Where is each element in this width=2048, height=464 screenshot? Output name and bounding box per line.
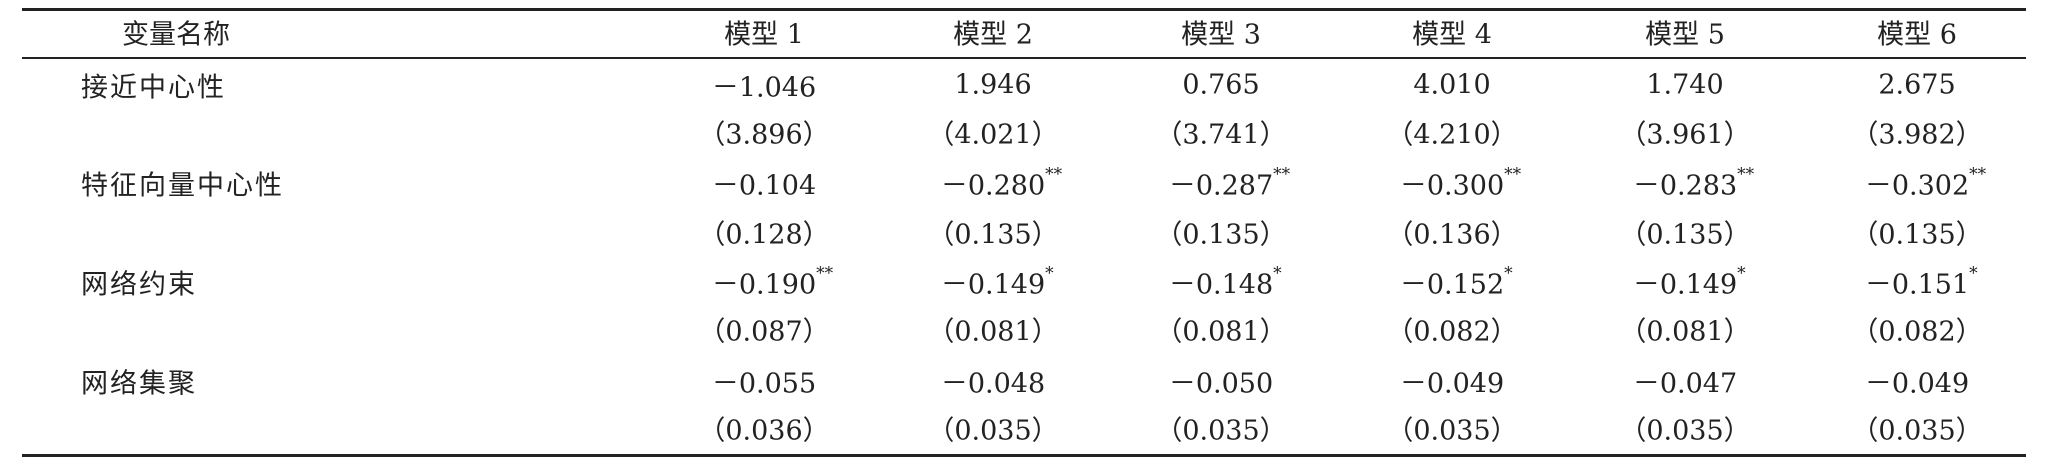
table-cell: （4.021） [927,119,1059,151]
table-cell: －0.149 * [940,263,1054,302]
cell-value: －0.287 ** [1168,164,1291,202]
table-cell: （0.082） [1386,316,1518,348]
table-cell: －0.302 ** [1864,164,1987,203]
table-cell: （3.896） [698,119,830,151]
cell-value: －0.190 ** [711,263,834,301]
header-rule [22,57,2026,59]
significance-stars: ** [816,263,834,284]
table-cell: （4.210） [1386,119,1518,151]
table-cell: （0.036） [698,415,830,447]
cell-value: －0.148 * [1168,263,1282,301]
column-header: 模型 4 [1412,19,1492,51]
table-cell: －0.287 ** [1168,164,1291,203]
row-label: 接近中心性 [81,72,226,104]
cell-value: －0.280 ** [940,164,1063,202]
table-cell: －0.280 ** [940,164,1063,203]
table-cell: （0.081） [1155,316,1287,348]
table-cell: （0.035） [1851,415,1983,447]
significance-stars: * [1504,263,1513,284]
table-cell: 1.946 [954,69,1032,101]
significance-stars: ** [1273,164,1291,185]
bottom-rule [22,454,2026,457]
table-cell: （3.741） [1155,119,1287,151]
significance-stars: * [1045,263,1054,284]
table-cell: （0.087） [698,316,830,348]
table-cell: －0.049 [1399,368,1505,400]
table-cell: （0.136） [1386,219,1518,251]
row-label: 网络约束 [81,269,197,301]
table-cell: （0.035） [1155,415,1287,447]
table-cell: 2.675 [1878,69,1956,101]
table-cell: －0.050 [1168,368,1274,400]
table-cell: （3.961） [1619,119,1751,151]
table-cell: －0.300 ** [1399,164,1522,203]
significance-stars: ** [1737,164,1755,185]
table-cell: （0.035） [1386,415,1518,447]
table-cell: －1.046 [711,72,817,104]
table-cell: －0.047 [1632,368,1738,400]
table-cell: －0.283 ** [1632,164,1755,203]
column-header: 模型 1 [724,19,804,51]
table-cell: －0.148 * [1168,263,1282,302]
cell-value: －0.283 ** [1632,164,1755,202]
significance-stars: * [1737,263,1746,284]
cell-value: －0.149 * [1632,263,1746,301]
significance-stars: ** [1969,164,1987,185]
table-cell: 4.010 [1413,69,1491,101]
cell-value: －0.149 * [940,263,1054,301]
table-cell: －0.104 [711,170,817,202]
cell-value: －0.152 * [1399,263,1513,301]
row-label: 特征向量中心性 [81,170,284,202]
table-cell: （0.128） [698,219,830,251]
column-header: 模型 6 [1877,19,1957,51]
table-cell: 0.765 [1182,69,1260,101]
table-cell: （3.982） [1851,119,1983,151]
significance-stars: * [1969,263,1978,284]
table-cell: －0.151 * [1864,263,1978,302]
top-rule [22,8,2026,11]
table-cell: （0.081） [1619,316,1751,348]
significance-stars: ** [1045,164,1063,185]
table-cell: －0.152 * [1399,263,1513,302]
row-label: 网络集聚 [81,368,197,400]
table-cell: （0.135） [1619,219,1751,251]
column-header: 模型 3 [1181,19,1261,51]
table-cell: （0.082） [1851,316,1983,348]
table-cell: －0.190 ** [711,263,834,302]
table-cell: （0.135） [1851,219,1983,251]
table-cell: －0.055 [711,368,817,400]
column-header: 变量名称 [122,19,230,51]
table-cell: （0.135） [927,219,1059,251]
cell-value: －0.300 ** [1399,164,1522,202]
table-cell: （0.035） [1619,415,1751,447]
cell-value: －0.302 ** [1864,164,1987,202]
table-cell: （0.135） [1155,219,1287,251]
table-cell: －0.149 * [1632,263,1746,302]
table-cell: 1.740 [1646,69,1724,101]
significance-stars: ** [1504,164,1522,185]
significance-stars: * [1273,263,1282,284]
table-cell: （0.035） [927,415,1059,447]
column-header: 模型 5 [1645,19,1725,51]
table-cell: －0.049 [1864,368,1970,400]
table-cell: －0.048 [940,368,1046,400]
table-cell: （0.081） [927,316,1059,348]
cell-value: －0.151 * [1864,263,1978,301]
column-header: 模型 2 [953,19,1033,51]
